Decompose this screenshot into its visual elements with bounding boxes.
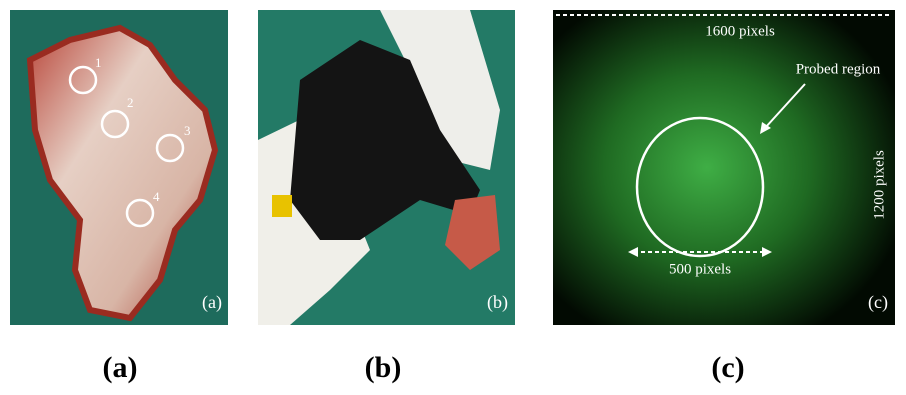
dimension-label: 500 pixels [669,261,731,277]
caption: (a) [103,351,138,384]
speckle-image [553,10,895,325]
figure: 1 2 3 4 (a) (b) 1600 pixels Probed regio… [0,0,906,390]
panel-tag: (b) [487,292,508,313]
point-label: 1 [95,55,102,70]
panel-c: 1600 pixels Probed region 500 pixels 120… [553,10,895,325]
panel-a: 1 2 3 4 (a) [10,10,228,325]
point-label: 2 [127,95,134,110]
panel-b: (b) [258,10,515,325]
device-label [272,195,292,217]
caption: (b) [365,351,402,384]
point-label: 4 [153,189,160,204]
dimension-label: 1200 pixels [871,150,887,220]
caption: (c) [711,351,744,384]
annotation: Probed region [796,61,881,77]
dimension-label: 1600 pixels [705,23,775,39]
panel-tag: (c) [868,292,888,313]
panel-tag: (a) [202,292,222,313]
point-label: 3 [184,123,191,138]
